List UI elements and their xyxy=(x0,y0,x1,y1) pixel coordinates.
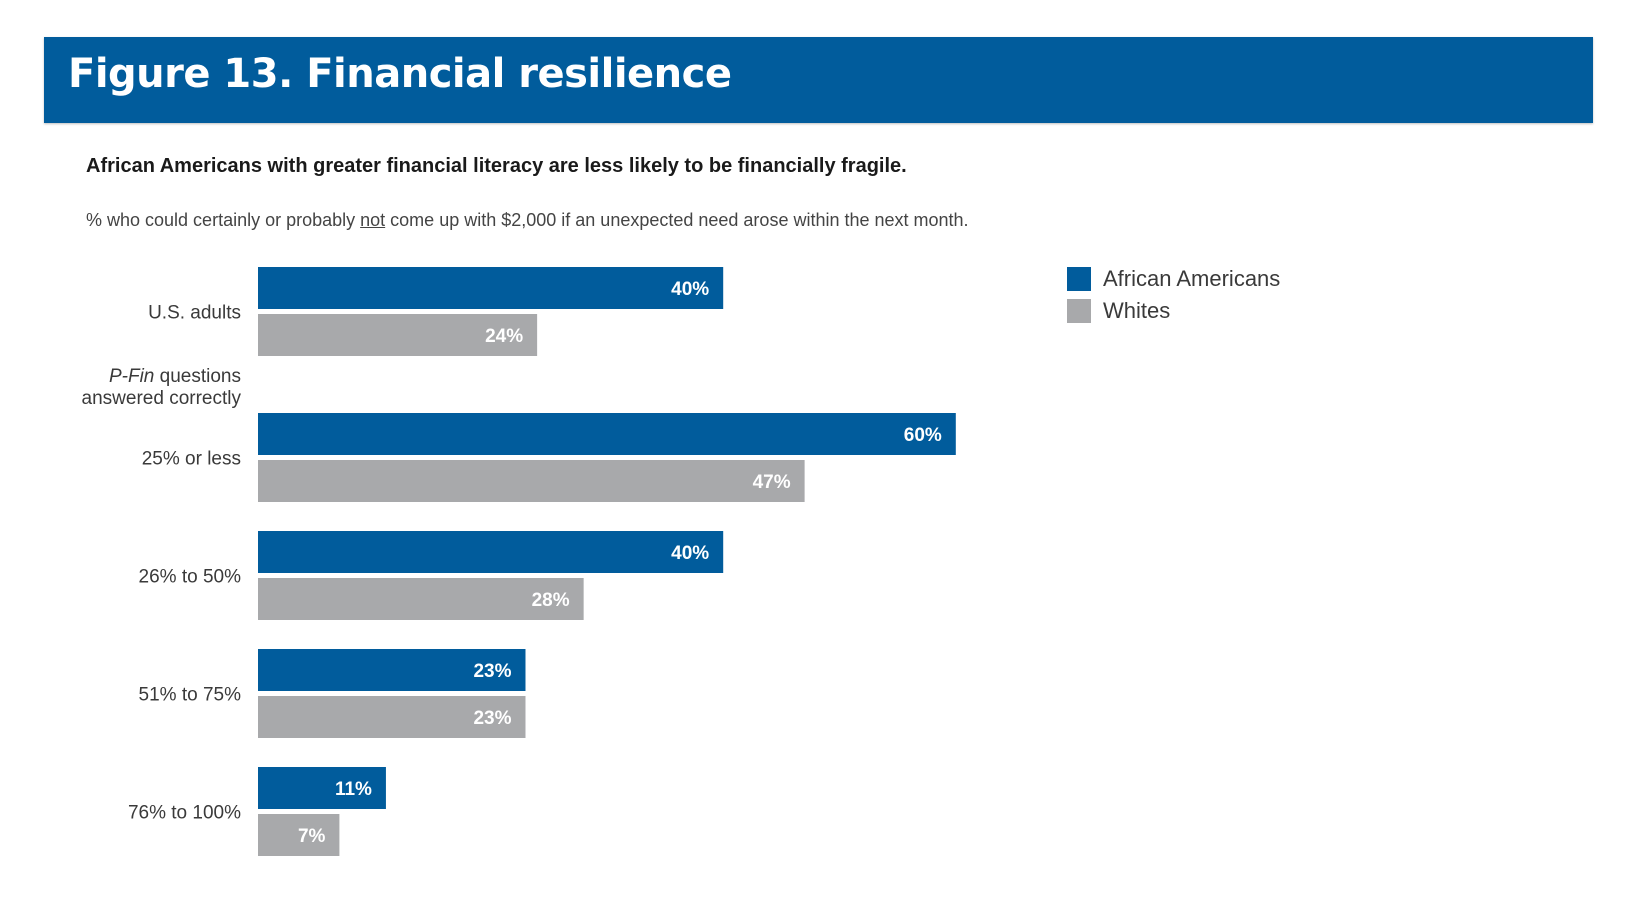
group-heading-italic: P-Fin xyxy=(109,366,154,387)
bar-value-label: 40% xyxy=(671,279,709,300)
bar-value-label: 23% xyxy=(473,661,511,682)
category-label: 26% to 50% xyxy=(139,567,242,588)
bar-african-americans-4 xyxy=(258,767,386,809)
legend-swatch xyxy=(1067,267,1091,291)
chart-subtitle: African Americans with greater financial… xyxy=(86,155,907,177)
category-label: U.S. adults xyxy=(148,303,241,324)
note-text-before: % who could certainly or probably xyxy=(86,210,361,230)
group-heading-line2: answered correctly xyxy=(82,388,242,409)
bar-value-label: 23% xyxy=(473,708,511,729)
bar-value-label: 11% xyxy=(335,779,372,800)
category-label: 51% to 75% xyxy=(139,685,242,706)
category-label: 76% to 100% xyxy=(128,803,241,824)
bar-whites-1 xyxy=(258,460,805,502)
bar-value-label: 60% xyxy=(904,425,942,446)
chart-note: % who could certainly or probably not co… xyxy=(86,210,969,231)
bar-value-label: 28% xyxy=(532,590,570,611)
figure-title: Figure 13. Financial resilience xyxy=(68,51,732,97)
category-label: 25% or less xyxy=(142,449,241,470)
bar-whites-3 xyxy=(258,696,526,738)
bar-african-americans-3 xyxy=(258,649,526,691)
bar-value-label: 40% xyxy=(671,543,709,564)
bar-value-label: 24% xyxy=(485,326,523,347)
bars-group: 40% 24% U.S. adults 60% 47% 25% or less 40% 28%… xyxy=(128,267,956,856)
note-underlined-word: not xyxy=(360,210,386,230)
bar-whites-0 xyxy=(258,314,538,356)
bar-value-label: 7% xyxy=(298,826,326,847)
note-text-after: come up with $2,000 if an unexpected nee… xyxy=(385,210,969,230)
bar-african-americans-0 xyxy=(258,267,724,309)
legend: African Americans Whites xyxy=(1067,266,1280,323)
bar-african-americans-1 xyxy=(258,413,956,455)
legend-swatch xyxy=(1067,299,1091,323)
bar-whites-2 xyxy=(258,578,584,620)
bar-value-label: 47% xyxy=(753,472,791,493)
legend-label: African Americans xyxy=(1103,266,1280,291)
bar-whites-4 xyxy=(258,814,340,856)
title-banner: Figure 13. Financial resilience xyxy=(44,37,1593,123)
bar-african-americans-2 xyxy=(258,531,724,573)
group-heading-rest: questions xyxy=(154,366,241,387)
legend-label: Whites xyxy=(1103,298,1170,323)
group-heading-line1: P-Fin questions xyxy=(109,366,241,387)
